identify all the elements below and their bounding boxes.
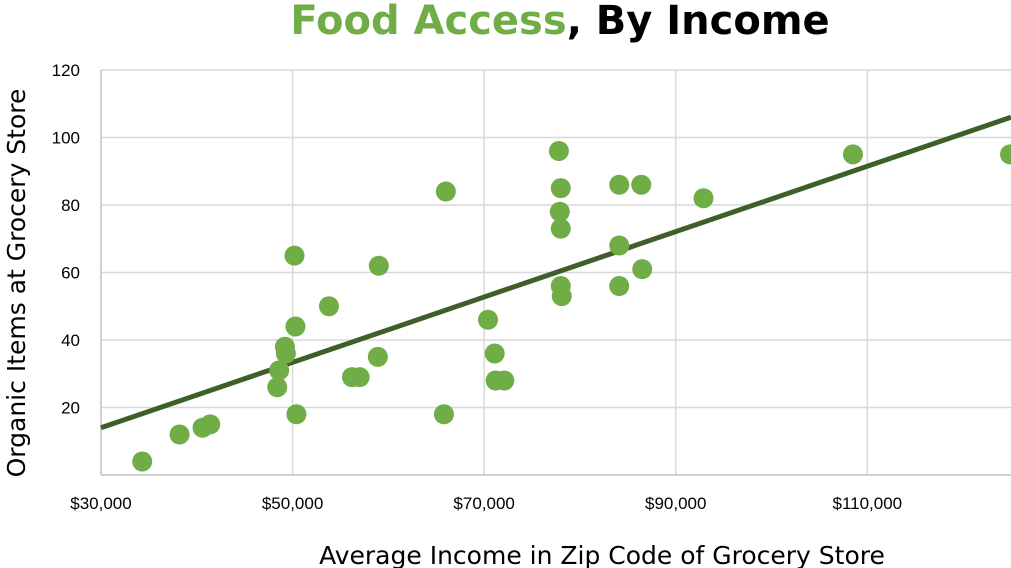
- data-point: [367, 346, 388, 367]
- y-tick-label: 120: [52, 61, 80, 80]
- data-point: [368, 255, 389, 276]
- x-tick-label: $50,000: [262, 494, 323, 513]
- data-point: [275, 343, 296, 364]
- data-point: [285, 316, 306, 337]
- data-point: [632, 259, 653, 280]
- tick-labels: 20 40 60 80 100 120 $30,000 $50,000 $70,000 $90,0…: [52, 61, 903, 513]
- data-point: [550, 178, 571, 199]
- data-point: [609, 276, 630, 296]
- data-point: [1000, 144, 1011, 165]
- chart-title-part: , By Income: [567, 0, 830, 44]
- data-point: [132, 451, 153, 472]
- trendline-layer: [100, 114, 1011, 431]
- y-tick-label: 80: [61, 196, 80, 215]
- data-point: [435, 181, 456, 202]
- y-tick-label: 100: [52, 129, 80, 148]
- y-tick-label: 20: [61, 399, 80, 418]
- y-axis-title: Organic Items at Grocery Store: [2, 89, 31, 478]
- y-tick-label: 40: [61, 331, 80, 350]
- data-point: [349, 367, 370, 388]
- data-point: [551, 286, 572, 307]
- data-point: [318, 296, 339, 317]
- data-point: [477, 309, 498, 330]
- x-tick-label: $110,000: [832, 494, 902, 513]
- data-points: [132, 141, 1011, 472]
- data-point: [267, 377, 288, 398]
- chart-title-part: Food Access: [290, 0, 566, 44]
- trendline: [100, 114, 1011, 431]
- data-point: [609, 235, 630, 256]
- data-point: [169, 424, 190, 445]
- data-point: [269, 360, 290, 381]
- data-point: [631, 174, 652, 195]
- data-point: [284, 245, 305, 266]
- data-point: [286, 404, 307, 425]
- chart-title: Food Access, By Income: [290, 0, 829, 44]
- data-point: [484, 343, 505, 364]
- data-point: [433, 404, 454, 425]
- data-point: [548, 141, 569, 161]
- data-point: [549, 201, 570, 222]
- data-point: [550, 218, 571, 239]
- x-tick-label: $70,000: [453, 494, 514, 513]
- y-tick-label: 60: [61, 264, 80, 283]
- data-point: [693, 188, 714, 209]
- data-point: [494, 370, 515, 391]
- data-point: [842, 144, 863, 165]
- x-tick-label: $90,000: [645, 494, 706, 513]
- data-point: [609, 174, 630, 195]
- x-axis-title: Average Income in Zip Code of Grocery St…: [319, 541, 885, 568]
- x-tick-label: $30,000: [70, 494, 131, 513]
- axes: [100, 70, 1011, 476]
- data-point: [200, 414, 221, 435]
